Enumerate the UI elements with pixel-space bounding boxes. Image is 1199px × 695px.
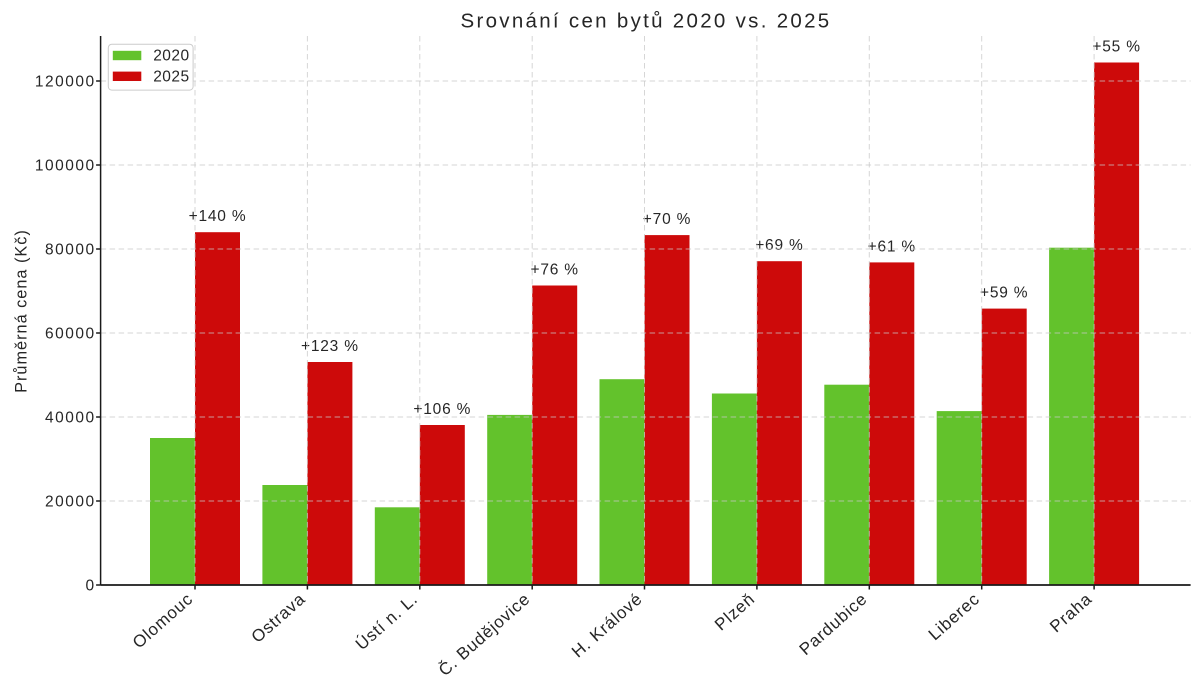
svg-text:2025: 2025 [153, 68, 189, 85]
svg-text:40000: 40000 [45, 409, 96, 426]
svg-text:Průměrná cena (Kč): Průměrná cena (Kč) [13, 229, 31, 393]
svg-text:+140 %: +140 % [189, 208, 247, 225]
svg-text:+106 %: +106 % [413, 401, 471, 418]
svg-text:Srovnání cen bytů 2020 vs. 202: Srovnání cen bytů 2020 vs. 2025 [460, 10, 831, 33]
svg-text:2020: 2020 [153, 48, 189, 65]
svg-text:60000: 60000 [45, 325, 96, 342]
svg-text:20000: 20000 [45, 493, 96, 510]
svg-text:+69 %: +69 % [755, 237, 803, 254]
svg-text:+76 %: +76 % [531, 262, 579, 279]
svg-text:80000: 80000 [45, 241, 96, 258]
svg-text:+55 %: +55 % [1092, 39, 1140, 56]
svg-text:+61 %: +61 % [868, 238, 916, 255]
svg-text:+70 %: +70 % [643, 211, 691, 228]
svg-text:+123 %: +123 % [301, 338, 359, 355]
svg-text:100000: 100000 [35, 157, 96, 174]
svg-text:0: 0 [85, 577, 95, 594]
svg-text:120000: 120000 [35, 73, 96, 90]
svg-text:+59 %: +59 % [980, 285, 1028, 302]
